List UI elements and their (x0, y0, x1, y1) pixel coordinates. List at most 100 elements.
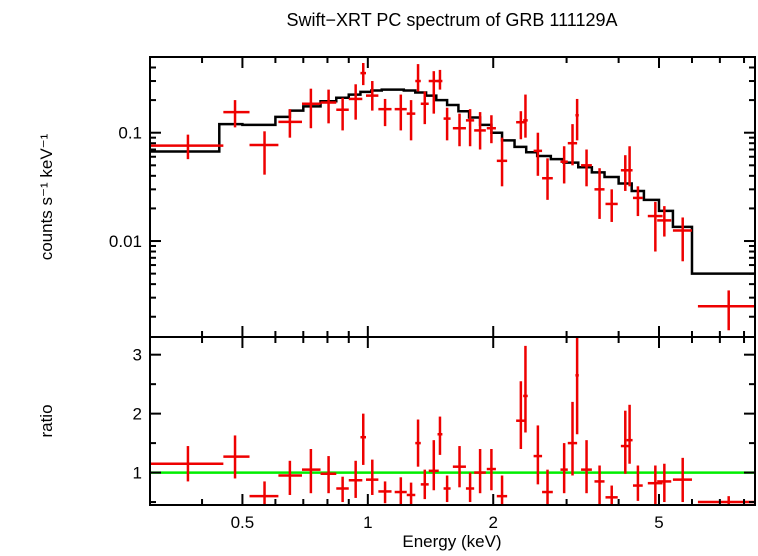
spectrum-data-point (366, 81, 379, 111)
ratio-data-point (336, 476, 349, 503)
ratio-data-point (632, 465, 643, 501)
ratio-data-point (581, 440, 592, 494)
spectrum-data-point (697, 290, 755, 331)
spectrum-y-axis-label: counts s⁻¹ keV⁻¹ (37, 133, 56, 260)
ratio-data-point (366, 459, 379, 495)
spectrum-data-point (542, 158, 553, 200)
ratio-data-point (348, 460, 363, 498)
ratio-data-point (657, 463, 672, 503)
ratio-data-point (626, 404, 633, 464)
ratio-panel-frame (149, 336, 756, 506)
spectrum-data-point (360, 63, 367, 86)
spectrum-data-point (348, 84, 363, 120)
ratio-panel: 0.5 1 2 5 1 2 3 ratio Energy (keV) (37, 336, 756, 551)
spectrum-data-point (657, 206, 672, 237)
spectrum-data-point (647, 201, 663, 252)
model-step-line (150, 88, 755, 275)
x-tick-label: 2 (488, 513, 497, 532)
spectrum-data-point (620, 155, 630, 191)
ratio-data-point (542, 469, 553, 505)
spectrum-data-point (594, 168, 605, 219)
spectrum-data-point (560, 146, 568, 184)
ratio-data-point (560, 443, 568, 494)
ratio-data-point (474, 449, 486, 494)
ratio-data-point (150, 446, 224, 482)
spectrum-data-point (474, 112, 486, 150)
x-tick-label: 0.5 (231, 513, 255, 532)
spectrum-data-point (516, 111, 526, 140)
ratio-data-point (672, 457, 692, 503)
ratio-data-point (415, 419, 421, 467)
spectrum-data-point (486, 115, 496, 144)
spectrum-data-point (278, 109, 302, 138)
ratio-data-point (437, 416, 443, 455)
x-tick-label: 5 (654, 513, 663, 532)
ratio-data-points (150, 337, 755, 505)
ratio-data-point (394, 477, 407, 505)
spectrum-panel: 0.1 0.01 counts s⁻¹ keV⁻¹ (37, 56, 756, 338)
ratio-data-point (486, 449, 496, 491)
ratio-data-point (378, 481, 392, 504)
ratio-data-point (360, 413, 367, 465)
spectrum-data-point (301, 88, 321, 129)
spectrum-data-point (223, 100, 250, 128)
spectrum-data-point (632, 186, 643, 217)
ratio-data-point (567, 401, 578, 476)
ratio-data-point (496, 475, 508, 505)
ratio-data-point (523, 345, 528, 433)
spectrum-data-point (336, 97, 349, 131)
ratio-data-point (406, 482, 416, 505)
ratio-data-point (697, 496, 755, 505)
ratio-data-point (620, 410, 630, 474)
ratio-data-point (647, 465, 663, 505)
ratio-data-point (428, 440, 439, 491)
spectrum-data-point (452, 113, 466, 147)
ratio-y-axis-label: ratio (37, 404, 56, 437)
spectrum-data-points (150, 63, 755, 331)
spectrum-data-point (575, 98, 579, 141)
spectrum-data-point (626, 146, 633, 187)
ratio-data-point (516, 381, 526, 449)
spectrum-data-point (533, 132, 543, 176)
ratio-data-point (605, 485, 618, 505)
spectrum-data-point (406, 100, 416, 141)
ratio-data-point (575, 337, 579, 435)
spectrum-data-point (605, 189, 618, 222)
ratio-data-point (301, 449, 321, 494)
spectrum-data-point (394, 94, 407, 131)
spectrum-data-point (437, 69, 443, 90)
spectrum-data-point (428, 71, 439, 114)
ratio-data-point (420, 469, 429, 500)
ratio-data-point (278, 460, 302, 495)
ratio-data-point (533, 425, 543, 485)
ratio-data-point (452, 446, 466, 488)
y-tick-label: 0.01 (109, 232, 142, 251)
chart-title: Swift−XRT PC spectrum of GRB 111129A (287, 10, 618, 30)
spectrum-data-point (567, 124, 578, 166)
x-axis-label: Energy (keV) (402, 532, 501, 551)
spectrum-data-point (581, 149, 592, 187)
ratio-data-point (443, 475, 451, 503)
spectrum-data-point (320, 89, 337, 124)
y-tick-label: 0.1 (118, 124, 142, 143)
spectrum-data-point (496, 137, 508, 187)
spectrum-data-point (415, 64, 421, 92)
ratio-data-point (249, 481, 279, 505)
y-tick-label: 2 (133, 405, 142, 424)
model-curve (150, 88, 755, 275)
spectrum-data-point (150, 134, 224, 160)
ratio-axis-ticks: 0.5 1 2 5 1 2 3 (133, 337, 755, 532)
ratio-data-point (320, 456, 337, 494)
spectrum-data-point (420, 91, 429, 125)
spectrum-data-point (378, 98, 392, 127)
spectrum-panel-frame (149, 56, 756, 338)
spectrum-data-point (465, 109, 475, 147)
spectrum-data-point (672, 217, 692, 262)
spectrum-axis-ticks: 0.1 0.01 (109, 56, 755, 337)
y-tick-label: 1 (133, 464, 142, 483)
ratio-data-point (223, 435, 250, 479)
y-tick-label: 3 (133, 346, 142, 365)
x-tick-label: 1 (363, 513, 372, 532)
spectrum-data-point (249, 131, 279, 175)
